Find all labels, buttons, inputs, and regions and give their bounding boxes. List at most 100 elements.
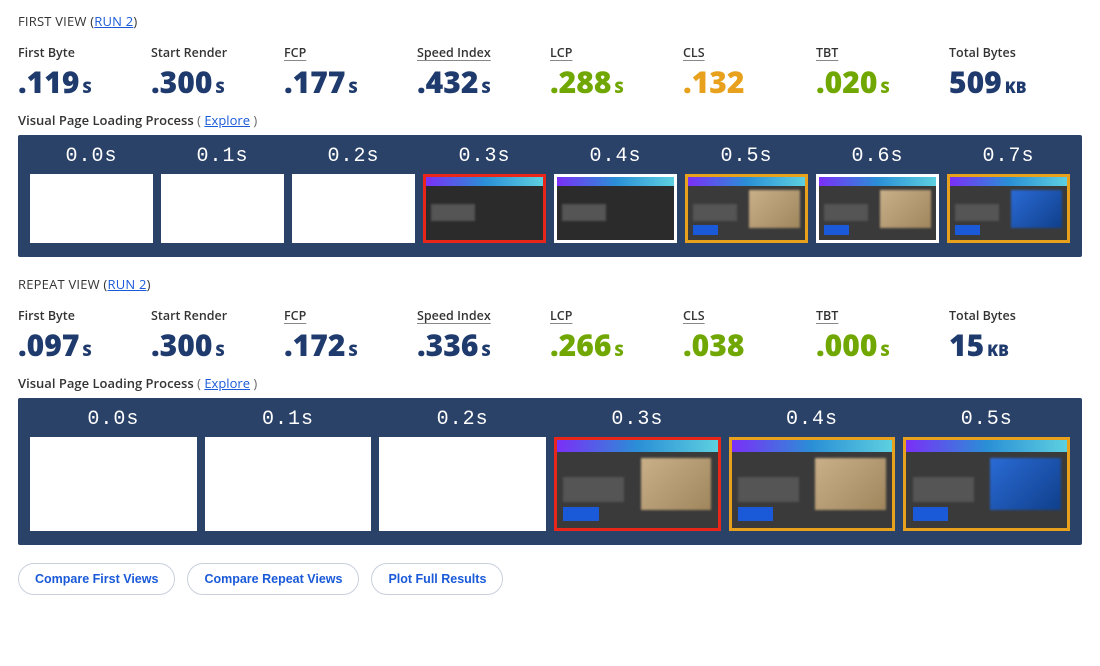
frame-time: 0.7s	[982, 145, 1034, 168]
filmstrip-frame[interactable]: 0.6s	[816, 145, 939, 243]
filmstrip-frame[interactable]: 0.5s	[685, 145, 808, 243]
metric-unit: S	[614, 339, 623, 361]
metric-number: .132	[683, 61, 744, 102]
frame-time: 0.5s	[720, 145, 772, 168]
frame-time: 0.3s	[458, 145, 510, 168]
frame-thumbnail[interactable]	[685, 174, 808, 243]
first-view-section: FIRST VIEW (RUN 2)First Byte.119SStart R…	[18, 12, 1082, 257]
metric-value: .000S	[816, 330, 949, 360]
metric-value: .097S	[18, 330, 151, 360]
action-buttons: Compare First Views Compare Repeat Views…	[18, 563, 1082, 595]
metric-label: First Byte	[18, 44, 151, 61]
metric-fcp: FCP.177S	[284, 44, 417, 97]
section-title-text: FIRST VIEW	[18, 12, 87, 30]
metric-number: .000	[816, 324, 877, 365]
frame-thumbnail[interactable]	[816, 174, 939, 243]
metric-value: .300S	[151, 67, 284, 97]
run-link[interactable]: RUN 2	[107, 275, 146, 293]
metric-unit: S	[880, 339, 889, 361]
filmstrip-frame[interactable]: 0.0s	[30, 408, 197, 531]
filmstrip-frame[interactable]: 0.3s	[423, 145, 546, 243]
filmstrip-frame[interactable]: 0.1s	[205, 408, 372, 531]
metric-unit: S	[481, 339, 490, 361]
frame-thumbnail[interactable]	[30, 437, 197, 531]
metric-unit: KB	[987, 339, 1009, 361]
metric-label: Speed Index	[417, 307, 550, 324]
metric-number: .020	[816, 61, 877, 102]
filmstrip-frame[interactable]: 0.2s	[292, 145, 415, 243]
frame-thumbnail[interactable]	[205, 437, 372, 531]
metric-label: Speed Index	[417, 44, 550, 61]
frame-time: 0.3s	[611, 408, 663, 431]
compare-repeat-button[interactable]: Compare Repeat Views	[187, 563, 359, 595]
explore-link[interactable]: Explore	[204, 111, 250, 129]
frame-thumbnail[interactable]	[423, 174, 546, 243]
metric-label: CLS	[683, 307, 816, 324]
repeat-view-section: REPEAT VIEW (RUN 2)First Byte.097SStart …	[18, 275, 1082, 545]
metric-value: .020S	[816, 67, 949, 97]
metric-label: LCP	[550, 307, 683, 324]
frame-time: 0.4s	[589, 145, 641, 168]
metric-fcp: FCP.172S	[284, 307, 417, 360]
explore-link[interactable]: Explore	[204, 374, 250, 392]
frame-thumbnail[interactable]	[554, 174, 677, 243]
filmstrip-frame[interactable]: 0.3s	[554, 408, 721, 531]
plot-full-button[interactable]: Plot Full Results	[371, 563, 503, 595]
section-title-text: REPEAT VIEW	[18, 275, 100, 293]
metric-number: .432	[417, 61, 478, 102]
metric-tbt: TBT.000S	[816, 307, 949, 360]
frame-time: 0.1s	[196, 145, 248, 168]
frame-time: 0.6s	[851, 145, 903, 168]
metric-number: .119	[18, 61, 79, 102]
filmstrip-frame[interactable]: 0.1s	[161, 145, 284, 243]
metric-first-byte: First Byte .119S	[18, 44, 151, 97]
metric-number: .300	[151, 324, 212, 365]
filmstrip: 0.0s 0.1s 0.2s 0.3s 0.4s 0.5s 0.6s 0.7s	[18, 135, 1082, 257]
metric-number: .097	[18, 324, 79, 365]
filmstrip-label-text: Visual Page Loading Process	[18, 374, 194, 392]
metric-unit: S	[82, 339, 91, 361]
metric-value: .119S	[18, 67, 151, 97]
section-title: REPEAT VIEW (RUN 2)	[18, 275, 1082, 293]
metric-speed-index: Speed Index.336S	[417, 307, 550, 360]
metric-number: .288	[550, 61, 611, 102]
metric-number: .300	[151, 61, 212, 102]
metric-label: FCP	[284, 307, 417, 324]
frame-time: 0.0s	[87, 408, 139, 431]
metric-value: .432S	[417, 67, 550, 97]
metric-label: LCP	[550, 44, 683, 61]
frame-time: 0.2s	[327, 145, 379, 168]
frame-thumbnail[interactable]	[30, 174, 153, 243]
run-link[interactable]: RUN 2	[94, 12, 133, 30]
section-title: FIRST VIEW (RUN 2)	[18, 12, 1082, 30]
filmstrip-label-text: Visual Page Loading Process	[18, 111, 194, 129]
metric-number: .172	[284, 324, 345, 365]
frame-thumbnail[interactable]	[729, 437, 896, 531]
metric-lcp: LCP .288S	[550, 44, 683, 97]
metric-number: .266	[550, 324, 611, 365]
filmstrip-frame[interactable]: 0.4s	[729, 408, 896, 531]
metric-label: Start Render	[151, 44, 284, 61]
frame-thumbnail[interactable]	[554, 437, 721, 531]
frame-thumbnail[interactable]	[161, 174, 284, 243]
frame-time: 0.4s	[786, 408, 838, 431]
compare-first-button[interactable]: Compare First Views	[18, 563, 175, 595]
metric-lcp: LCP.266S	[550, 307, 683, 360]
filmstrip-frame[interactable]: 0.0s	[30, 145, 153, 243]
metric-unit: S	[215, 76, 224, 98]
filmstrip-frame[interactable]: 0.7s	[947, 145, 1070, 243]
metric-value: 509KB	[949, 67, 1082, 97]
frame-thumbnail[interactable]	[379, 437, 546, 531]
metric-first-byte: First Byte.097S	[18, 307, 151, 360]
frame-thumbnail[interactable]	[903, 437, 1070, 531]
metric-value: .038	[683, 330, 816, 360]
metric-value: .288S	[550, 67, 683, 97]
metric-cls: CLS .038	[683, 307, 816, 360]
filmstrip-frame[interactable]: 0.4s	[554, 145, 677, 243]
metric-tbt: TBT.020S	[816, 44, 949, 97]
frame-thumbnail[interactable]	[292, 174, 415, 243]
filmstrip-frame[interactable]: 0.2s	[379, 408, 546, 531]
filmstrip-row: 0.0s 0.1s 0.2s 0.3s 0.4s 0.5s 0.6s 0.7s	[30, 145, 1070, 243]
frame-thumbnail[interactable]	[947, 174, 1070, 243]
filmstrip-frame[interactable]: 0.5s	[903, 408, 1070, 531]
